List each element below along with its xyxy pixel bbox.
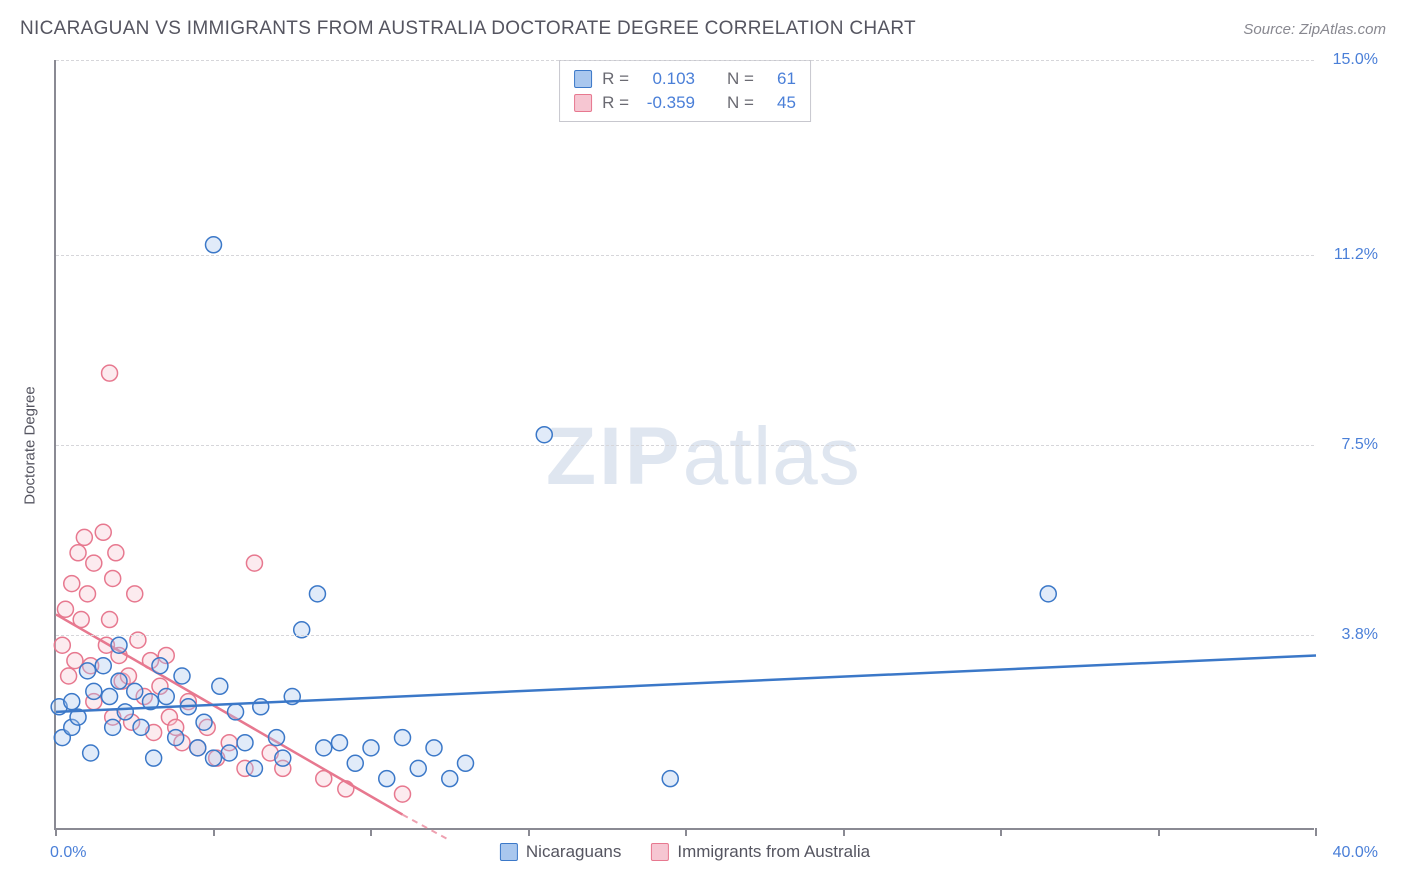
data-point (221, 745, 237, 761)
trend-line (56, 655, 1316, 711)
gridline (56, 60, 1314, 61)
data-point (61, 668, 77, 684)
data-point (395, 786, 411, 802)
data-point (111, 637, 127, 653)
x-tick (55, 828, 57, 836)
data-point (64, 694, 80, 710)
data-point (347, 755, 363, 771)
data-point (246, 760, 262, 776)
series-legend-item: Immigrants from Australia (651, 842, 870, 862)
title-bar: NICARAGUAN VS IMMIGRANTS FROM AUSTRALIA … (20, 18, 1386, 40)
y-axis-label-text: Doctorate Degree (22, 386, 39, 504)
plot-wrap: ZIPatlas R =0.103N =61R =-0.359N =45 Nic… (54, 60, 1384, 830)
gridline (56, 255, 1314, 256)
legend-swatch (500, 843, 518, 861)
y-tick-label: 15.0% (1333, 51, 1378, 69)
data-point (442, 771, 458, 787)
x-tick (528, 828, 530, 836)
data-point (86, 683, 102, 699)
y-tick-label: 3.8% (1342, 626, 1378, 644)
data-point (338, 781, 354, 797)
data-point (536, 427, 552, 443)
data-point (206, 750, 222, 766)
legend-swatch (651, 843, 669, 861)
data-point (76, 529, 92, 545)
data-point (57, 601, 73, 617)
data-point (426, 740, 442, 756)
data-point (86, 555, 102, 571)
y-axis-label: Doctorate Degree (20, 60, 40, 830)
x-min-label: 0.0% (50, 844, 86, 862)
x-tick (213, 828, 215, 836)
data-point (1040, 586, 1056, 602)
data-point (309, 586, 325, 602)
y-tick-label: 11.2% (1334, 246, 1378, 264)
x-tick (843, 828, 845, 836)
data-point (102, 365, 118, 381)
x-tick (370, 828, 372, 836)
data-point (105, 570, 121, 586)
data-point (395, 730, 411, 746)
data-point (379, 771, 395, 787)
data-point (316, 740, 332, 756)
data-point (363, 740, 379, 756)
series-legend-label: Nicaraguans (526, 842, 621, 862)
x-tick (1158, 828, 1160, 836)
series-legend-item: Nicaraguans (500, 842, 621, 862)
data-point (95, 658, 111, 674)
data-point (127, 683, 143, 699)
data-point (146, 750, 162, 766)
data-point (108, 545, 124, 561)
data-point (332, 735, 348, 751)
data-point (117, 704, 133, 720)
y-tick-label: 7.5% (1342, 436, 1378, 454)
data-point (105, 719, 121, 735)
data-point (237, 735, 253, 751)
source-label: Source: (1243, 21, 1295, 38)
source-attribution: Source: ZipAtlas.com (1243, 21, 1386, 38)
series-legend-label: Immigrants from Australia (677, 842, 870, 862)
x-tick (1315, 828, 1317, 836)
x-tick (685, 828, 687, 836)
data-point (269, 730, 285, 746)
data-point (83, 745, 99, 761)
gridline (56, 635, 1314, 636)
data-point (95, 524, 111, 540)
data-point (228, 704, 244, 720)
plot-area: ZIPatlas R =0.103N =61R =-0.359N =45 Nic… (54, 60, 1314, 830)
x-max-label: 40.0% (1333, 844, 1378, 862)
data-point (168, 730, 184, 746)
data-point (64, 576, 80, 592)
data-point (133, 719, 149, 735)
data-point (458, 755, 474, 771)
data-point (410, 760, 426, 776)
x-tick (1000, 828, 1002, 836)
data-point (174, 668, 190, 684)
data-point (80, 663, 96, 679)
data-point (111, 673, 127, 689)
data-point (253, 699, 269, 715)
series-legend: Nicaraguans Immigrants from Australia (500, 842, 870, 862)
data-point (190, 740, 206, 756)
data-point (70, 545, 86, 561)
data-point (275, 750, 291, 766)
data-point (206, 237, 222, 253)
data-point (54, 637, 70, 653)
source-link[interactable]: ZipAtlas.com (1299, 21, 1386, 38)
data-point (80, 586, 96, 602)
data-point (212, 678, 228, 694)
data-point (102, 689, 118, 705)
data-point (102, 612, 118, 628)
data-point (196, 714, 212, 730)
chart-title: NICARAGUAN VS IMMIGRANTS FROM AUSTRALIA … (20, 18, 916, 40)
trend-line-ext (403, 815, 450, 841)
data-point (127, 586, 143, 602)
data-point (152, 658, 168, 674)
gridline (56, 445, 1314, 446)
data-point (662, 771, 678, 787)
data-point (246, 555, 262, 571)
data-point (158, 689, 174, 705)
